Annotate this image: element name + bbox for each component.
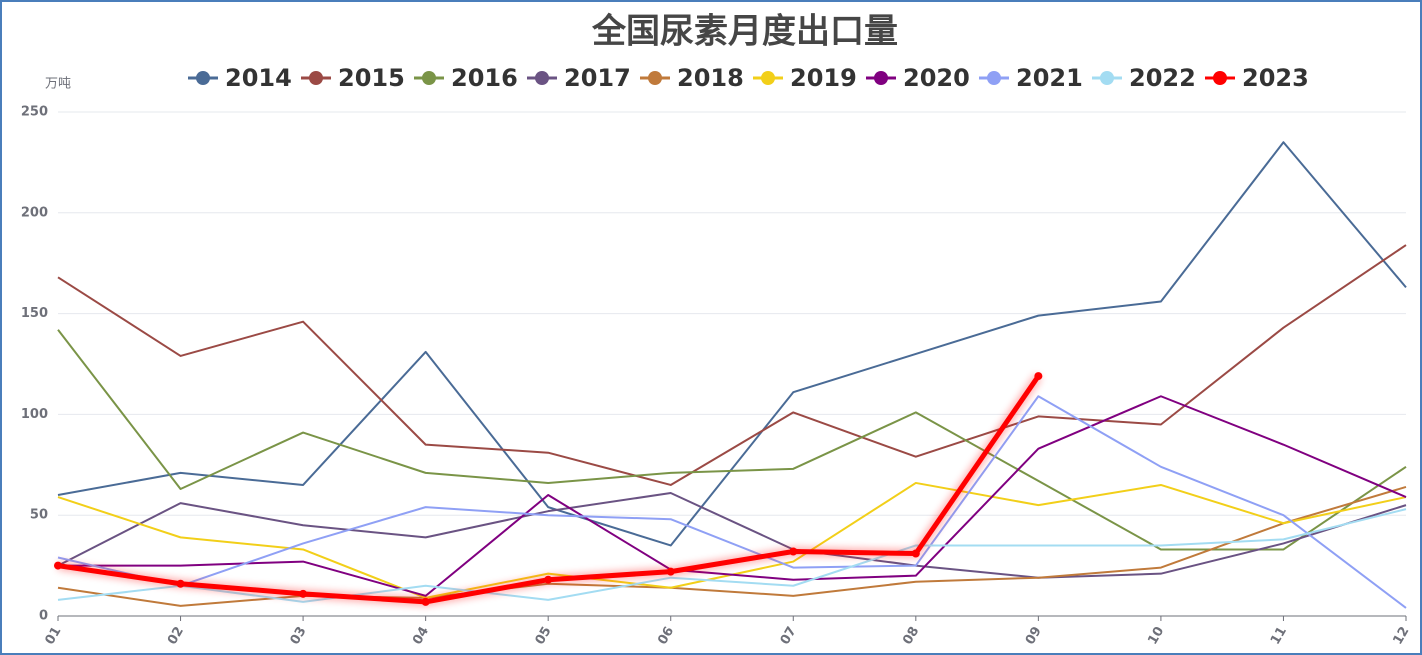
y-tick-label: 50 (30, 508, 48, 523)
point (789, 547, 798, 556)
y-tick-label: 250 (21, 105, 48, 120)
legend-label: 2016 (451, 64, 518, 92)
point (299, 589, 308, 598)
legend-label: 2021 (1016, 64, 1083, 92)
legend-marker (1213, 71, 1227, 85)
y-axis-label: 万吨 (45, 77, 71, 92)
point (54, 561, 62, 570)
legend-marker (422, 71, 436, 85)
series-line (57, 395, 1407, 609)
point (1034, 372, 1043, 381)
y-tick-label: 100 (21, 407, 48, 422)
legend-marker (535, 71, 549, 85)
y-tick-label: 200 (21, 205, 48, 220)
legend-label: 2023 (1242, 64, 1309, 92)
series-line (58, 395, 1407, 597)
legend-marker (987, 71, 1001, 85)
series-line (57, 329, 1407, 551)
legend-marker (874, 71, 888, 85)
legend-label: 2014 (225, 64, 292, 92)
legend-marker (761, 71, 775, 85)
y-tick-label: 0 (39, 609, 48, 624)
legend-marker (1100, 71, 1114, 85)
y-tick-label: 150 (21, 306, 48, 321)
chart-title: 全国尿素月度出口量 (591, 12, 898, 52)
series-line (57, 486, 1407, 607)
legend-marker (196, 71, 210, 85)
series-line (57, 508, 1407, 603)
legend-label: 2022 (1129, 64, 1196, 92)
point (176, 579, 185, 588)
point (421, 597, 430, 606)
legend-label: 2018 (677, 64, 744, 92)
point (666, 567, 675, 576)
legend-marker (648, 71, 662, 85)
legend-label: 2017 (564, 64, 631, 92)
legend-label: 2015 (338, 64, 405, 92)
point (544, 575, 553, 584)
legend-marker (309, 71, 323, 85)
legend-label: 2020 (903, 64, 970, 92)
legend-label: 2019 (790, 64, 857, 92)
point (911, 549, 920, 558)
series-line (57, 141, 1407, 547)
series-line (57, 244, 1407, 486)
series-line (57, 492, 1407, 579)
